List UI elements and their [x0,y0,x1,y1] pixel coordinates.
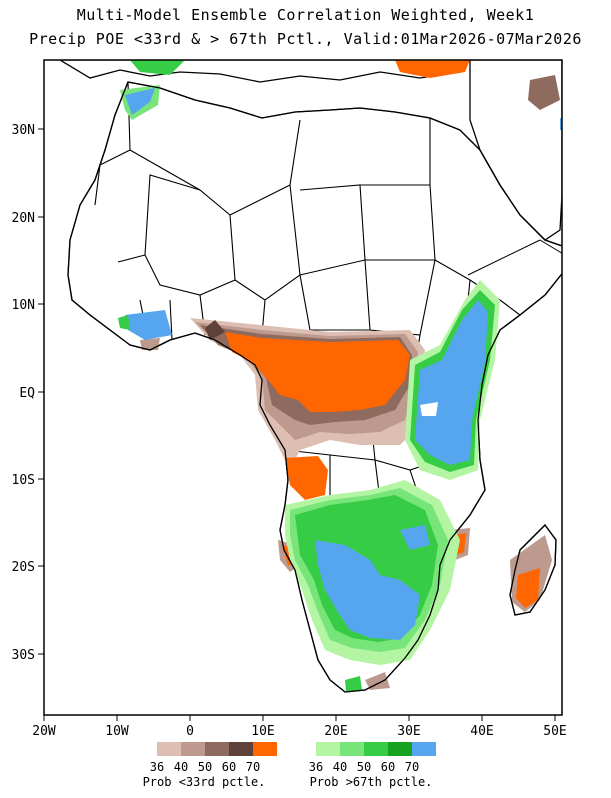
y-tick-label: 10N [12,298,35,313]
legend-swatch [253,742,277,756]
legend-level: 70 [246,760,260,774]
y-tick-label: EQ [19,386,35,401]
legend-level: 40 [174,760,188,774]
legend-swatch [388,742,412,756]
plot-frame [43,59,563,716]
legend-swatch [181,742,205,756]
x-tick-label: 50E [543,724,566,739]
below-normal-shading [140,60,560,690]
legend-level: 36 [150,760,164,774]
legend-below-normal: 36 40 50 60 70 Prob <33rd pctle. [143,742,277,789]
x-tick-label: 10W [105,724,129,739]
legend-swatch [157,742,181,756]
legend-level: 60 [222,760,236,774]
y-axis-labels: 30N 20N 10N EQ 10S 20S 30S [12,123,36,663]
map-subtitle: Precip POE <33rd & > 67th Pctl., Valid:0… [29,30,582,48]
legend-label-above: Prob >67th pctle. [310,775,433,789]
legend-label-below: Prob <33rd pctle. [143,775,266,789]
tick-marks [38,128,556,721]
map-title: Multi-Model Ensemble Correlation Weighte… [76,6,535,24]
y-tick-label: 20S [12,560,35,575]
legend-swatch [364,742,388,756]
x-axis-labels: 20W 10W 0 10E 20E 30E 40E 50E [32,724,566,739]
legend-swatch [340,742,364,756]
legend-swatch [229,742,253,756]
above-normal-shading [118,60,562,692]
x-tick-label: 40E [470,724,493,739]
x-tick-label: 0 [186,724,194,739]
legend-above-normal: 36 40 50 60 70 Prob >67th pctle. [309,742,436,789]
y-tick-label: 20N [12,211,35,226]
legend-level: 36 [309,760,323,774]
legend-level: 50 [357,760,371,774]
legend-swatch [412,742,436,756]
map-area [58,60,562,693]
legend-level: 50 [198,760,212,774]
y-tick-label: 30S [12,648,35,663]
x-tick-label: 10E [251,724,274,739]
x-tick-label: 30E [397,724,420,739]
legend-level: 70 [405,760,419,774]
y-tick-label: 10S [12,473,35,488]
legend-swatch [316,742,340,756]
legend-swatch [205,742,229,756]
y-tick-label: 30N [12,123,35,138]
x-tick-label: 20W [32,724,56,739]
x-tick-label: 20E [324,724,347,739]
legend-level: 40 [333,760,347,774]
legend-level: 60 [381,760,395,774]
